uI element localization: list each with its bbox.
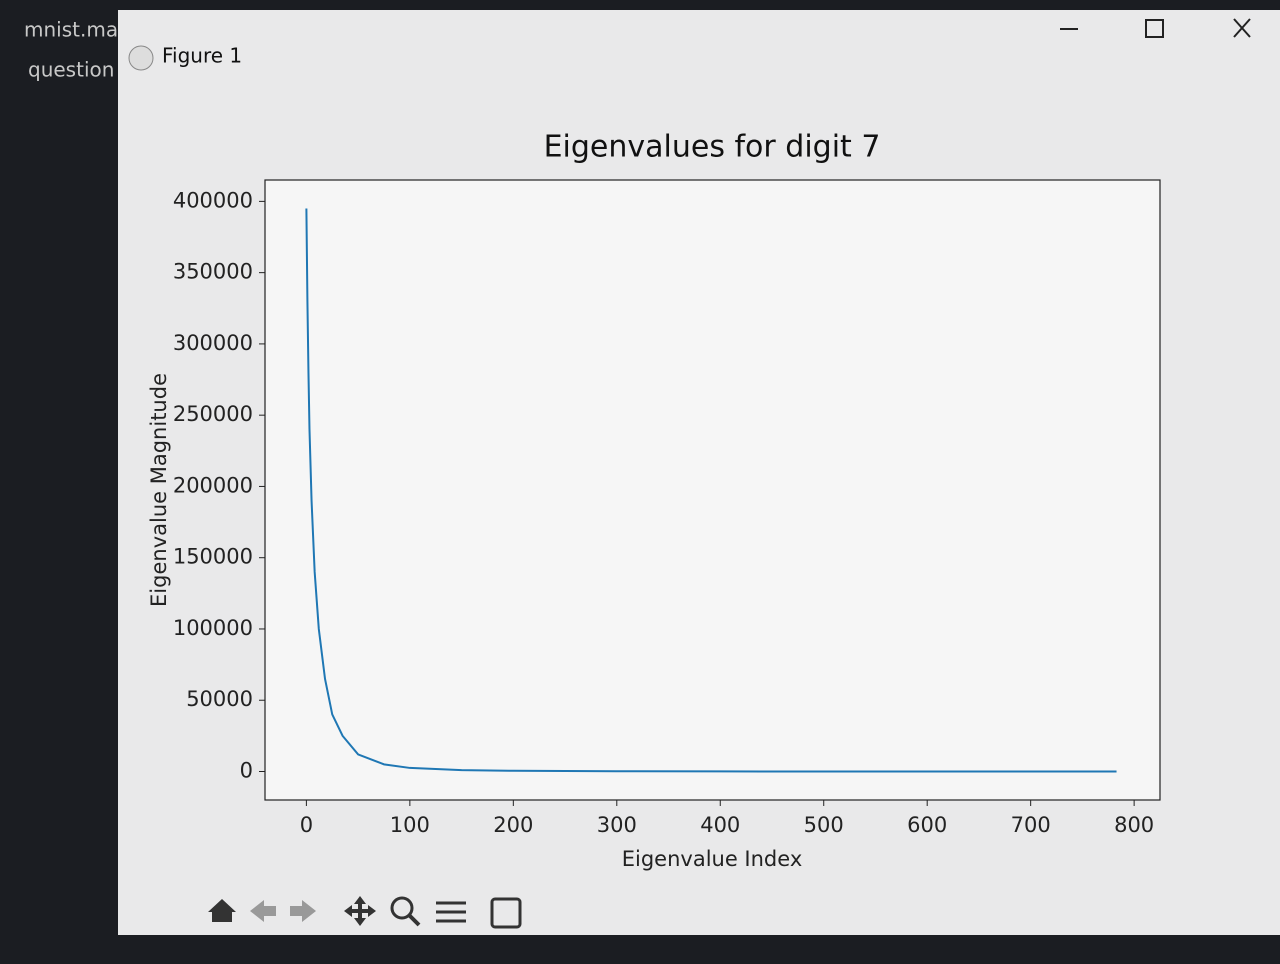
maximize-button[interactable]	[1145, 19, 1164, 38]
y-tick-label: 150000	[173, 545, 253, 569]
x-tick-label: 200	[493, 813, 533, 837]
data-line	[305, 208, 1117, 773]
y-tick-label: 350000	[173, 260, 253, 284]
x-tick-label: 800	[1114, 813, 1154, 837]
y-tick-label: 50000	[186, 687, 253, 711]
close-button[interactable]	[1233, 18, 1251, 38]
plot-area	[264, 179, 1161, 801]
x-tick-label: 300	[597, 813, 637, 837]
zoom-button[interactable]	[390, 896, 414, 920]
file-name[interactable]: mnist.mat	[24, 18, 126, 42]
forward-button[interactable]	[290, 900, 316, 922]
y-tick-label: 300000	[173, 331, 253, 355]
file-name[interactable]: question	[28, 58, 114, 82]
toolbar	[208, 896, 522, 929]
x-tick-label: 500	[804, 813, 844, 837]
x-tick-label: 0	[300, 813, 313, 837]
app-icon	[128, 45, 154, 71]
home-button[interactable]	[208, 899, 236, 922]
y-tick-label: 250000	[173, 402, 253, 426]
back-button[interactable]	[250, 900, 276, 922]
x-tick-label: 100	[390, 813, 430, 837]
y-tick-label: 400000	[173, 188, 253, 212]
y-axis-label: Eigenvalue Magnitude	[147, 373, 171, 607]
zoom-handle	[407, 913, 421, 927]
y-tick-label: 0	[240, 758, 253, 782]
pan-button[interactable]	[344, 896, 376, 926]
x-tick-label: 700	[1011, 813, 1051, 837]
x-tick-label: 400	[700, 813, 740, 837]
y-tick-label: 200000	[173, 473, 253, 497]
save-button[interactable]	[490, 897, 522, 929]
y-tick-label: 100000	[173, 616, 253, 640]
chart-title: Eigenvalues for digit 7	[544, 130, 881, 165]
configure-button[interactable]	[436, 901, 466, 923]
x-axis-label: Eigenvalue Index	[622, 847, 803, 871]
window-title: Figure 1	[162, 44, 242, 68]
x-tick-label: 600	[907, 813, 947, 837]
